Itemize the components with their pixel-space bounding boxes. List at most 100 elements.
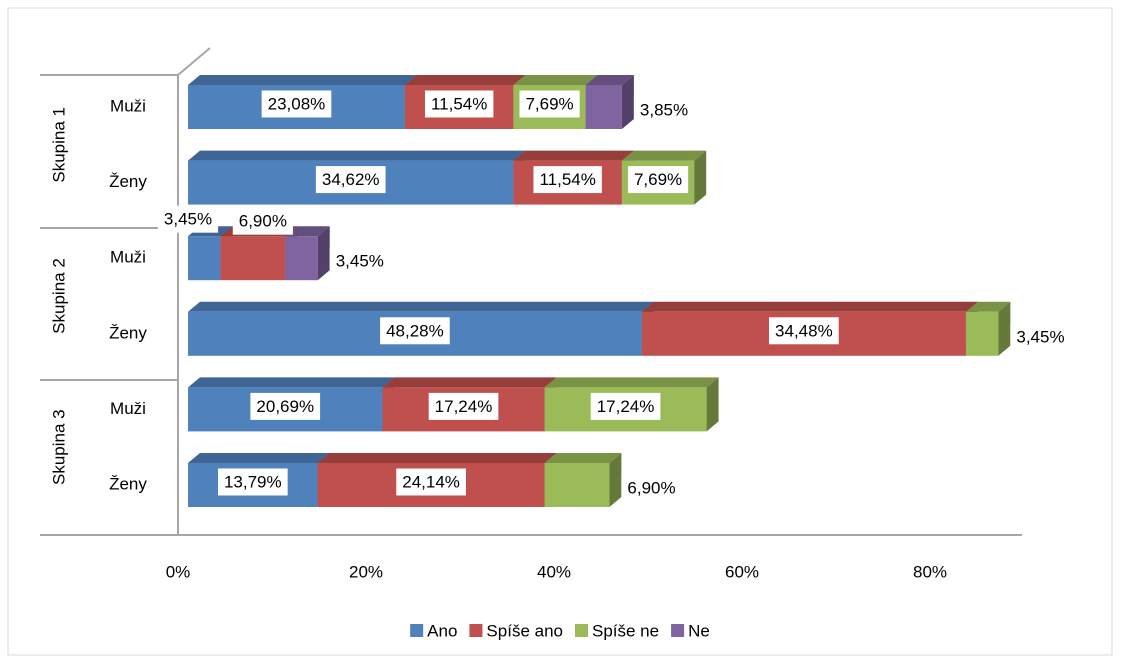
data-label: 23,08% [261, 90, 332, 118]
legend-label: Ano [427, 621, 457, 640]
category-label: Ženy [109, 172, 147, 191]
data-label: 13,79% [217, 468, 288, 496]
data-label-bg [261, 90, 332, 118]
group-label: Skupina 3 [49, 409, 68, 485]
data-label-text: 7,69% [525, 94, 573, 113]
data-label-text: 34,62% [322, 170, 380, 189]
category-label: Ženy [109, 474, 147, 493]
data-label: 7,69% [519, 90, 580, 118]
data-label-text: 13,79% [224, 472, 282, 491]
data-label: 7,69% [627, 166, 689, 194]
bar-side [621, 75, 634, 129]
bar-top [513, 75, 598, 85]
data-label-text: 17,24% [597, 397, 655, 416]
data-label-bg [533, 166, 602, 194]
legend-swatch [469, 624, 483, 637]
data-label-text: 6,90% [239, 212, 287, 231]
bar-top [188, 75, 417, 85]
data-label-bg [519, 90, 580, 118]
bar-top [188, 453, 330, 463]
data-label: 3,85% [633, 96, 695, 124]
data-label-bg [590, 392, 661, 420]
category-label: Ženy [109, 323, 147, 342]
data-label: 11,54% [533, 166, 602, 194]
bar-top [585, 75, 634, 85]
data-label-bg [428, 392, 499, 420]
data-label-text: 3,45% [336, 252, 384, 271]
data-label-bg [315, 166, 386, 194]
x-tick-label: 20% [349, 562, 383, 581]
x-tick-label: 0% [166, 562, 191, 581]
data-label-bg [633, 96, 695, 124]
data-label-bg [157, 205, 219, 233]
data-label-text: 6,90% [627, 478, 675, 497]
data-label: 6,90% [621, 474, 682, 502]
bar-top [404, 75, 526, 85]
bar-top [621, 150, 707, 161]
bar-top [544, 377, 719, 388]
data-label: 17,24% [590, 392, 661, 420]
bar-top [965, 301, 1011, 312]
data-label-text: 11,54% [431, 94, 487, 113]
data-label-bg [424, 90, 494, 118]
data-label-text: 23,08% [268, 94, 326, 113]
legend: Ano Spíše ano Spíše ne Ne [410, 621, 710, 640]
group-label: Skupina 1 [49, 107, 68, 183]
bar [544, 463, 610, 507]
data-label-text: 20,69% [256, 397, 314, 416]
bar-top [188, 301, 654, 312]
axes-frame [40, 47, 1022, 536]
data-label: 48,28% [380, 317, 450, 345]
bar-top [317, 453, 557, 463]
data-label: 17,24% [428, 392, 499, 420]
data-label-bg [1010, 323, 1071, 351]
x-tick-label: 60% [725, 562, 759, 581]
data-label-text: 48,28% [386, 321, 444, 340]
data-label: 3,45% [157, 205, 219, 233]
legend-swatch [671, 624, 685, 637]
legend-label: Spíše ne [592, 621, 659, 640]
bar-top [513, 150, 634, 161]
legend-swatch [574, 624, 588, 637]
data-label-text: 24,14% [402, 472, 460, 491]
x-tick-label: 40% [537, 562, 571, 581]
data-label: 3,45% [329, 247, 390, 275]
bar-top [188, 377, 395, 388]
data-label: 20,69% [250, 392, 321, 420]
legend-label: Spíše ano [486, 621, 563, 640]
category-label: Muži [110, 399, 146, 418]
data-label: 11,54% [424, 90, 494, 118]
bar-side [694, 150, 707, 205]
data-label-text: 11,54% [539, 170, 595, 189]
data-label-bg [329, 247, 390, 275]
legend-label: Ne [688, 621, 710, 640]
data-label-text: 17,24% [435, 397, 493, 416]
data-label-bg [217, 468, 288, 496]
bar-top [544, 453, 622, 463]
bar [220, 236, 286, 281]
data-label-text: 7,69% [634, 170, 682, 189]
data-label: 34,48% [769, 317, 839, 345]
data-label-bg [396, 468, 466, 496]
bar-top [382, 377, 557, 388]
bar [285, 236, 318, 281]
category-label: Muži [110, 96, 146, 115]
data-label-text: 3,45% [1016, 327, 1064, 346]
data-label-text: 3,45% [164, 210, 212, 229]
data-label-text: 3,85% [640, 100, 688, 119]
data-label: 24,14% [396, 468, 466, 496]
data-label-bg [627, 166, 689, 194]
data-label-bg [232, 207, 293, 235]
data-label-bg [769, 317, 839, 345]
data-label: 34,62% [315, 166, 386, 194]
bar-side [609, 453, 622, 507]
bar-top [285, 226, 330, 237]
bar-side [998, 301, 1011, 356]
bar-side [317, 226, 330, 281]
x-tick-label: 80% [913, 562, 947, 581]
bar-side [706, 377, 719, 432]
legend-swatch [410, 624, 424, 637]
data-label-text: 34,48% [775, 321, 833, 340]
data-label-bg [621, 474, 682, 502]
